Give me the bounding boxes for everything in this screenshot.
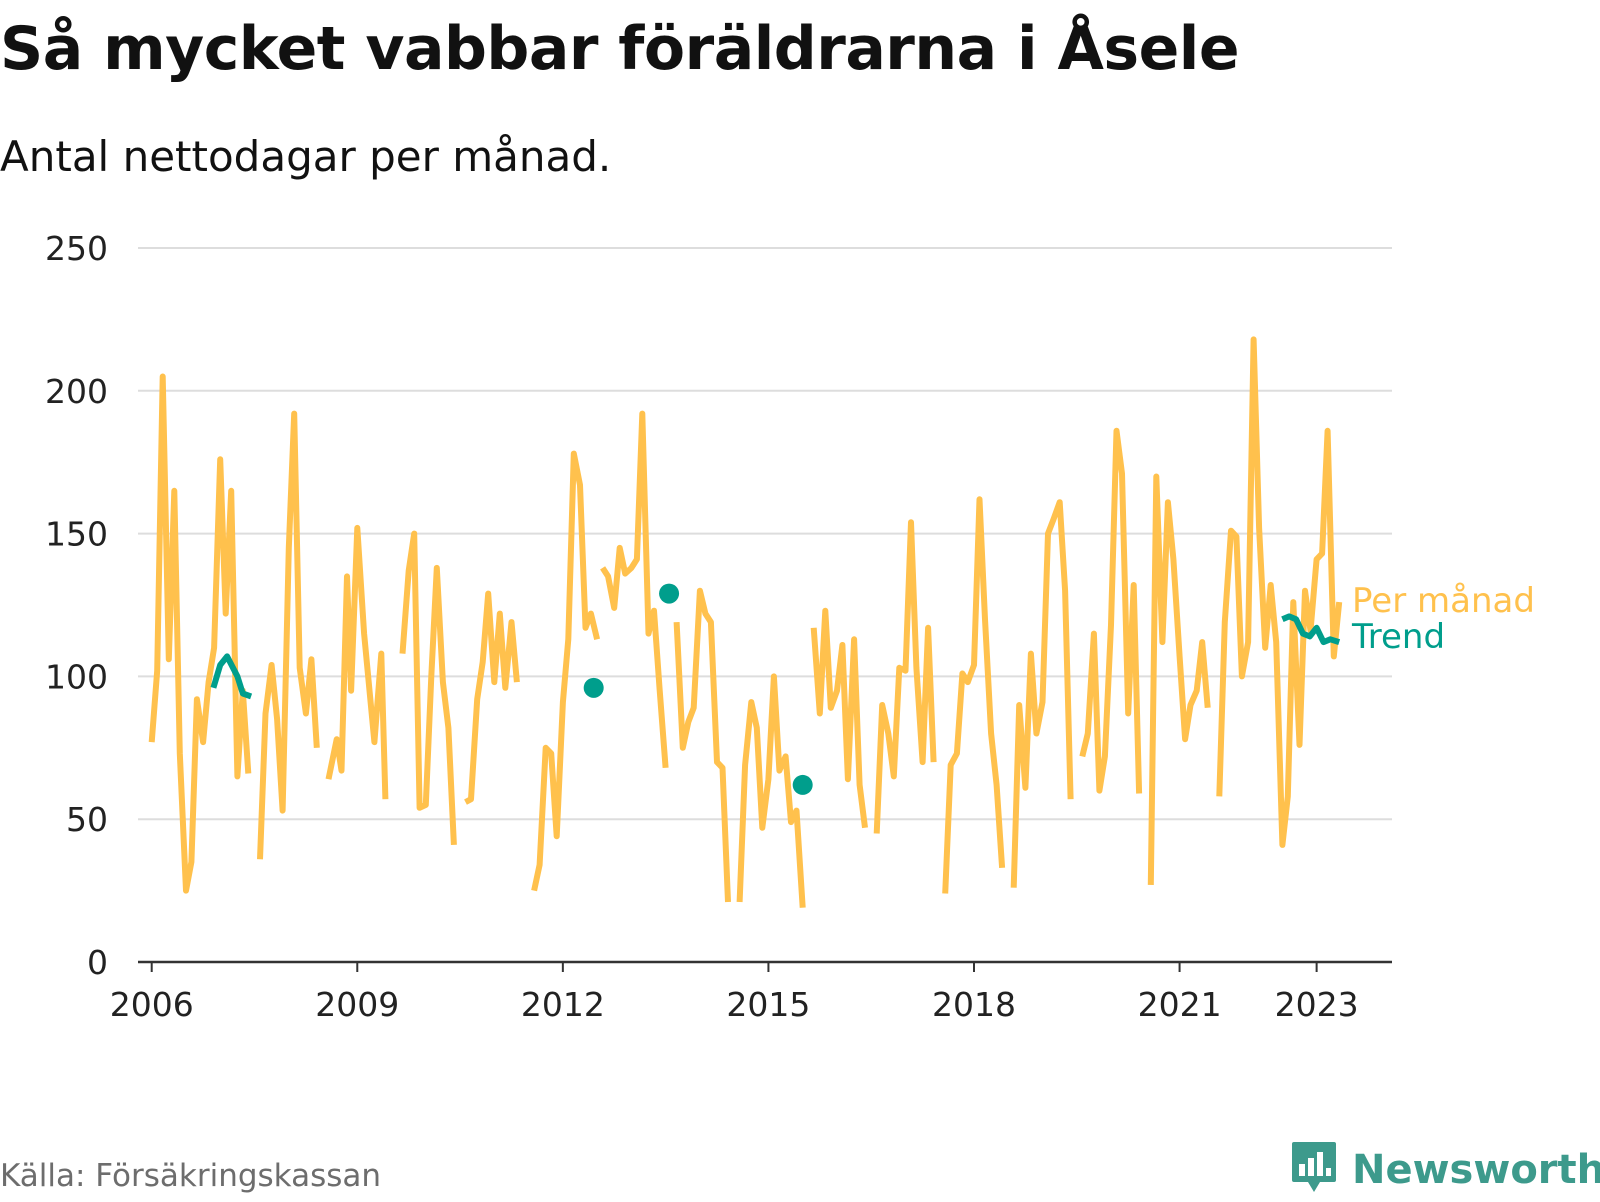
line-chart: 0 50 100 150 200 250 2006 2009 2012 2015 2018 2021… (45, 229, 1535, 1024)
monthly-segment-9 (810, 607, 868, 829)
trend-point-1 (659, 583, 680, 604)
monthly-segment-0 (148, 373, 252, 894)
brand-logo[interactable]: Newsworthy (1290, 1138, 1600, 1202)
monthly-segment-11 (942, 496, 1006, 894)
y-tick-label-0: 0 (87, 943, 108, 982)
y-tick-label-200: 200 (45, 372, 108, 411)
x-tick-label-2006: 2006 (110, 985, 194, 1024)
x-axis: 2006 2009 2012 2015 2018 2021 2023 (110, 960, 1392, 1024)
y-tick-label-100: 100 (45, 657, 108, 696)
trend-segment-1 (1281, 613, 1341, 646)
chart-subtitle: Antal nettodagar per månad. (0, 132, 612, 181)
x-tick-label-2015: 2015 (726, 985, 810, 1024)
legend-label-per-manad: Per månad (1352, 581, 1535, 621)
trend-point-2 (792, 774, 813, 795)
brand-name: Newsworthy (1352, 1147, 1600, 1193)
x-tick-label-2023: 2023 (1275, 985, 1359, 1024)
y-tick-label-50: 50 (66, 800, 108, 839)
monthly-segment-3 (399, 530, 457, 846)
x-tick-label-2018: 2018 (932, 985, 1016, 1024)
monthly-segment-13 (1079, 427, 1143, 794)
monthly-segment-15 (1216, 336, 1343, 848)
y-axis-tick-labels: 0 50 100 150 200 250 (45, 229, 108, 982)
x-tick-label-2021: 2021 (1138, 985, 1222, 1024)
y-tick-label-150: 150 (45, 515, 108, 554)
chart-title: Så mycket vabbar föräldrarna i Åsele (0, 14, 1240, 84)
trend-segment-0 (210, 653, 253, 700)
monthly-segment-10 (873, 519, 937, 834)
monthly-segment-7 (673, 587, 731, 903)
monthly-segment-8 (736, 673, 806, 908)
series-trend (210, 583, 1341, 795)
series-per-manad (148, 336, 1343, 908)
legend-label-trend: Trend (1351, 617, 1445, 657)
monthly-segment-5 (531, 450, 601, 892)
y-gridlines (138, 247, 1392, 821)
monthly-segment-12 (1010, 499, 1074, 888)
y-tick-label-250: 250 (45, 229, 108, 268)
x-tick-label-2009: 2009 (315, 985, 399, 1024)
monthly-segment-6 (600, 410, 669, 769)
monthly-segment-1 (257, 410, 320, 860)
monthly-segment-14 (1147, 473, 1211, 885)
newsworthy-logo-icon (1292, 1142, 1336, 1192)
x-tick-label-2012: 2012 (521, 985, 605, 1024)
monthly-segment-2 (325, 524, 389, 800)
source-note: Källa: Försäkringskassan (0, 1158, 382, 1194)
monthly-segment-4 (464, 590, 520, 805)
trend-point-0 (583, 677, 604, 698)
